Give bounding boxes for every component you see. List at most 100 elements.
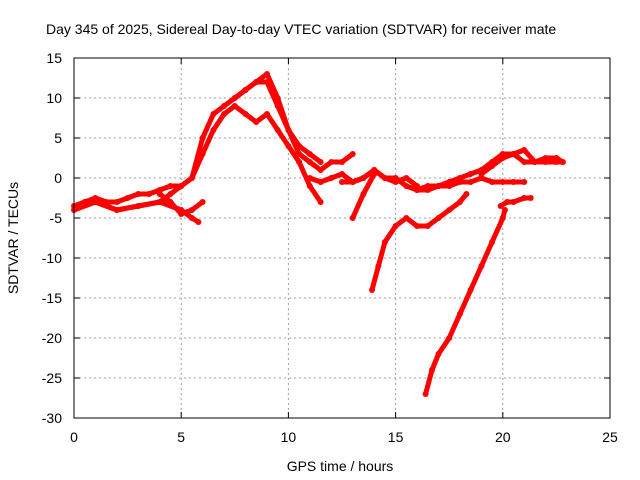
- data-point: [501, 207, 508, 213]
- y-tick-label: -30: [42, 410, 62, 426]
- data-point: [167, 191, 174, 197]
- data-point: [429, 367, 435, 373]
- data-point: [369, 287, 375, 293]
- plot-frame: [73, 57, 611, 419]
- data-point: [242, 87, 249, 93]
- data-point: [527, 195, 534, 201]
- data-point: [489, 239, 496, 245]
- data-point: [274, 103, 281, 109]
- data-point: [296, 159, 303, 165]
- data-point: [360, 191, 367, 197]
- data-point: [463, 191, 470, 197]
- data-point: [504, 199, 511, 205]
- data-point: [306, 183, 313, 189]
- data-point: [113, 199, 120, 205]
- data-point: [489, 163, 496, 169]
- data-point: [403, 215, 410, 221]
- data-point: [349, 215, 356, 221]
- data-point: [253, 119, 260, 125]
- y-tick-label: 10: [46, 90, 62, 106]
- data-point: [221, 111, 228, 117]
- data-point: [499, 155, 506, 161]
- data-point: [510, 179, 517, 185]
- data-point: [510, 151, 517, 157]
- data-point: [371, 171, 378, 177]
- data-point: [167, 199, 174, 205]
- data-point: [360, 175, 367, 181]
- y-tick-label: -15: [42, 290, 62, 306]
- data-point: [317, 159, 324, 165]
- data-point: [414, 187, 420, 193]
- data-point: [521, 195, 528, 201]
- data-point: [242, 111, 249, 117]
- data-point: [478, 171, 485, 177]
- data-point: [435, 183, 442, 189]
- data-point: [339, 179, 345, 185]
- chart-title: Day 345 of 2025, Sidereal Day-to-day VTE…: [46, 21, 556, 37]
- data-point: [456, 311, 463, 317]
- data-point: [489, 179, 496, 185]
- data-point: [210, 127, 217, 133]
- data-point: [264, 71, 270, 77]
- data-point: [499, 215, 506, 221]
- data-point: [124, 195, 131, 201]
- x-axis-title: GPS time / hours: [287, 458, 394, 474]
- data-point: [199, 135, 206, 141]
- data-point: [188, 215, 195, 221]
- data-point: [467, 287, 474, 293]
- data-point: [375, 263, 382, 269]
- x-tick-label: 5: [177, 429, 185, 445]
- data-point: [264, 111, 270, 117]
- data-point: [317, 199, 324, 205]
- data-point: [381, 175, 388, 181]
- data-point: [349, 179, 356, 185]
- data-point: [422, 391, 429, 397]
- data-point: [156, 199, 163, 205]
- y-tick-label: 5: [54, 130, 62, 146]
- grid-layer: [74, 58, 610, 418]
- data-point: [306, 151, 313, 157]
- y-tick-label: -20: [42, 330, 62, 346]
- data-point: [478, 263, 485, 269]
- y-tick-label: -25: [42, 370, 62, 386]
- data-point: [339, 159, 345, 165]
- data-point: [199, 199, 206, 205]
- data-point: [435, 351, 442, 357]
- y-tick-label: 15: [46, 50, 62, 66]
- data-point: [317, 179, 324, 185]
- data-point: [156, 191, 163, 197]
- x-tick-label: 25: [602, 429, 618, 445]
- data-point: [317, 167, 324, 173]
- data-point: [339, 171, 345, 177]
- data-point: [467, 179, 474, 185]
- data-point: [521, 147, 528, 153]
- data-point: [414, 223, 420, 229]
- data-point: [285, 143, 292, 149]
- data-point: [113, 207, 120, 213]
- data-point: [456, 179, 463, 185]
- y-axis-title: SDTVAR / TECUs: [5, 182, 21, 294]
- x-tick-label: 10: [281, 429, 297, 445]
- x-tick-label: 0: [70, 429, 78, 445]
- data-point: [510, 199, 517, 205]
- data-point: [188, 207, 195, 213]
- data-point: [532, 159, 538, 165]
- data-point: [167, 183, 174, 189]
- data-point: [497, 203, 504, 209]
- data-point: [542, 155, 549, 161]
- data-point: [521, 159, 528, 165]
- data-point: [231, 103, 238, 109]
- data-point: [264, 79, 270, 85]
- data-point: [424, 187, 431, 193]
- data-point: [178, 211, 185, 217]
- data-point: [178, 183, 185, 189]
- data-point: [221, 103, 228, 109]
- y-tick-label: -5: [50, 210, 63, 226]
- data-point: [456, 199, 463, 205]
- data-point: [521, 179, 528, 185]
- data-point: [135, 203, 142, 209]
- data-point: [467, 171, 474, 177]
- data-point: [285, 127, 292, 133]
- data-point: [435, 215, 442, 221]
